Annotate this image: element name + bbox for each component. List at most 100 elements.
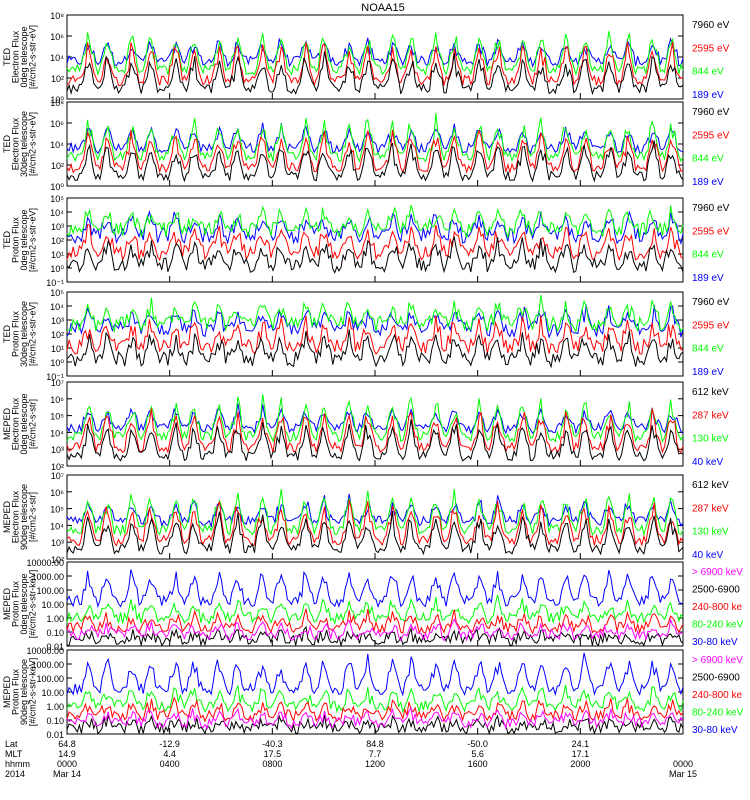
y-tick-label: 10³ [51,222,64,232]
series-line-7960-ev [66,329,684,369]
y-tick-label: 10⁶ [50,395,64,405]
y-axis-label-line: [#/cm2-s-str-eV] [28,25,38,89]
y-axis-label-line: TED [2,324,12,343]
y-tick-label: 1000.00 [31,572,64,582]
y-tick-label: 10¹ [51,344,64,354]
y-tick-label: 10000.00 [26,558,64,568]
legend-entry: 130 keV [692,527,729,538]
series-line-2595-ev [66,129,684,175]
series-line-189-ev [66,122,684,156]
y-tick-label: 100.00 [36,586,64,596]
panel-7: 0.01 0.10 1.00 10.00 100.00 1000.00 10000.00 ME… [2,558,743,652]
y-tick-label: 1.00 [46,614,64,624]
y-axis-label-line: TED [2,47,12,66]
chart-title: NOAA15 [361,2,404,14]
legend-entry: 844 eV [692,67,724,78]
y-tick-label: 10000.00 [26,646,64,656]
y-tick-label: 10² [51,74,64,84]
legend-entry: 30-80 keV [692,725,738,736]
legend-entry: 189 eV [692,273,724,284]
y-tick-label: 10¹ [51,250,64,260]
legend-entry: 189 eV [692,367,724,378]
time-axis-hhmm-value: 0400 [160,759,180,769]
y-tick-label: 10⁰ [50,358,64,368]
legend-entry: 844 eV [692,154,724,165]
series-line-844-ev [66,31,684,76]
legend-entry: 7960 eV [692,107,730,118]
legend-entry: 2595 eV [692,320,730,331]
y-tick-label: 10⁶ [50,119,64,129]
time-axis-row-label: MLT [5,749,23,759]
series-line-189-ev [66,209,684,246]
legend-entry: 189 eV [692,90,724,101]
series-line-189-ev [66,37,684,68]
panel-8: 0.01 0.10 1.00 10.00 100.00 1000.00 10000.00 ME… [2,646,743,740]
time-axis-hhmm-value: 2000 [570,759,590,769]
y-tick-label: 10³ [51,316,64,326]
series-line-130-kev [66,394,684,444]
series-line-240-800-ke [66,608,684,635]
y-axis-label-line: [#/cm2-s-str-keV] [28,658,38,727]
time-axis-mlt-value: 5.6 [471,749,484,759]
y-axis-label-line: [#/cm2-s-str-eV] [28,208,38,272]
legend-entry: 7960 eV [692,297,730,308]
y-tick-label: 10⁴ [50,521,64,531]
time-axis-lat-value: 84.8 [366,739,384,749]
y-tick-label: 10⁵ [50,412,64,422]
series-line-40-kev [66,493,684,529]
y-tick-label: 10² [51,462,64,472]
series-line-844-ev [66,113,684,163]
legend-entry: 2595 eV [692,226,730,237]
time-axis-mlt-value: 17.1 [572,749,590,759]
y-tick-label: 100.00 [36,674,64,684]
legend-entry: 287 keV [692,503,729,514]
y-tick-label: 10² [51,161,64,171]
time-axis-lat-value: -12.9 [159,739,180,749]
y-tick-label: 0.10 [46,628,64,638]
y-tick-label: 10³ [51,538,64,548]
legend-entry: 2595 eV [692,43,730,54]
series-line-189-ev [66,304,684,339]
legend-entry: > 6900 keV [692,655,743,666]
y-tick-label: 10⁴ [50,428,64,438]
y-tick-label: 0.01 [46,730,64,740]
y-tick-label: 10² [51,236,64,246]
y-axis-label-line: [#/cm2-s-str-eV] [28,302,38,366]
panel-frame [66,197,684,283]
series-line-30-80-kev [66,652,684,697]
time-axis-row-label: Lat [5,739,18,749]
legend-entry: 189 eV [692,177,724,188]
time-axis-lat-value: 24.1 [572,739,590,749]
y-tick-label: 10⁵ [50,505,64,515]
time-axis-hhmm-value: 0000 [673,759,693,769]
y-axis-label-line: TED [2,134,12,153]
series-line-30-80-kev [66,569,684,609]
y-tick-label: 10³ [51,445,64,455]
time-axis-lat-value: -40.3 [262,739,283,749]
series-line-844-ev [66,204,684,239]
legend-entry: 80-240 keV [692,620,743,631]
series-line-287-kev [66,499,684,547]
series-line-612-kev [66,510,684,556]
y-tick-label: 10⁶ [50,32,64,42]
time-axis-mlt-value: 17.5 [264,749,282,759]
time-axis-hhmm-value: 0000 [57,759,77,769]
y-tick-label: 10⁴ [50,208,64,218]
series-line-130-kev [66,489,684,537]
y-axis-label-line: 30deg telescope [19,111,29,177]
y-axis-label-line: [#/cm2-s-str] [28,399,38,449]
time-axis-lat-value: 64.8 [58,739,76,749]
series-line-2595-ev [66,315,684,355]
y-tick-label: 0.01 [46,642,64,652]
y-axis-label-line: Proton Flux [11,310,21,357]
y-axis-label-line: Electron Flux [11,117,21,170]
y-tick-label: 10⁴ [50,53,64,63]
y-tick-label: 10⁸ [50,98,64,108]
y-axis-label-line: MEPED [2,588,12,621]
y-axis-label-line: 0deg telescope [19,209,29,270]
